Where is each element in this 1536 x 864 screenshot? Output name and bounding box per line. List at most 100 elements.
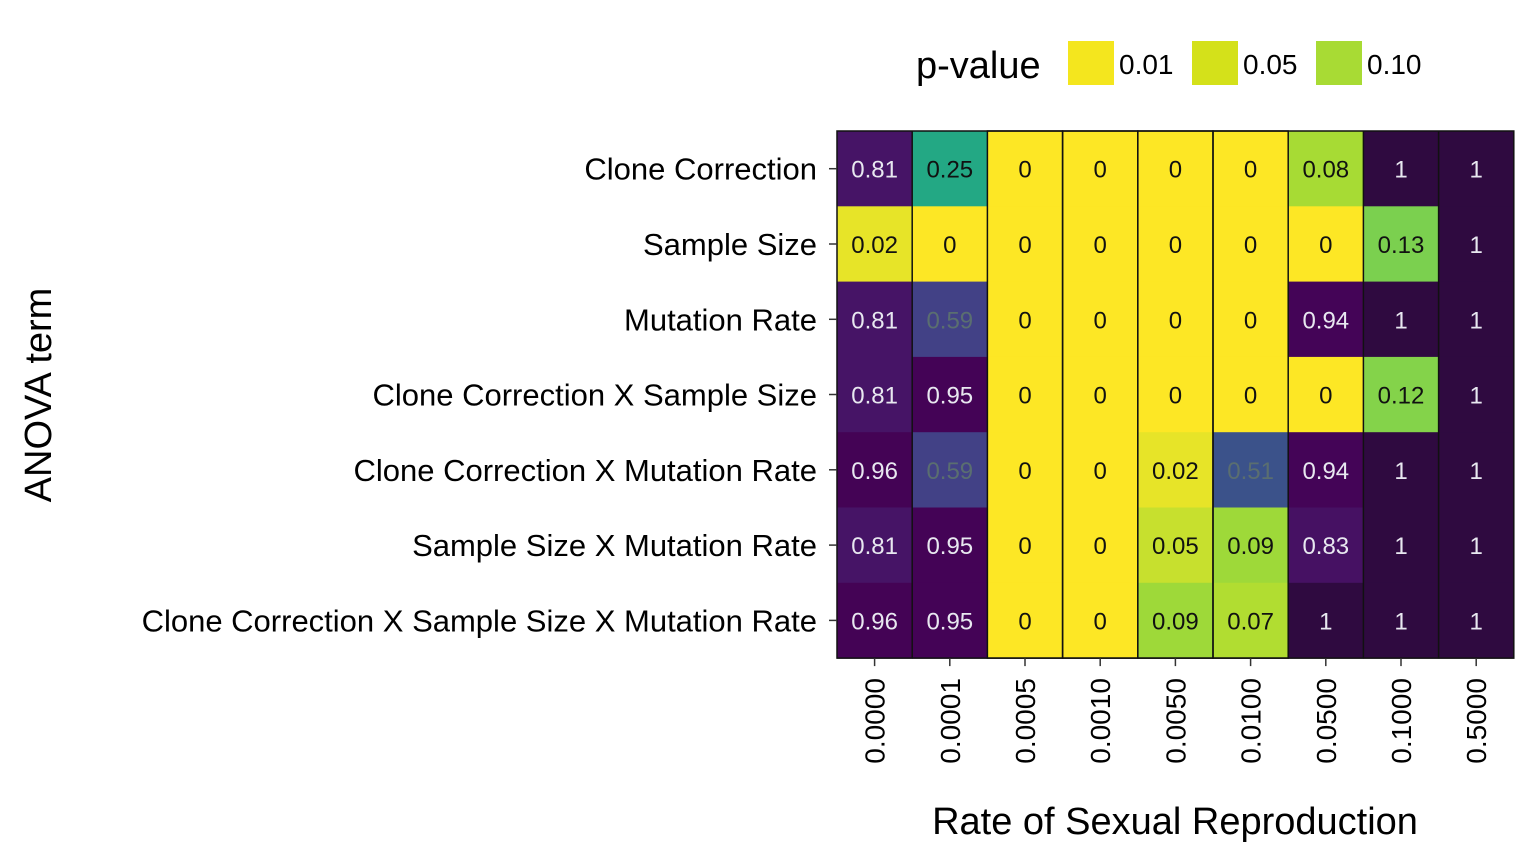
cell-value-label: 0 (1319, 232, 1332, 259)
heatmap-cell (1363, 432, 1440, 509)
cell-value-label: 0 (1018, 383, 1031, 410)
heatmap-cell (1363, 206, 1440, 283)
cell-value-label: 0 (1244, 307, 1257, 334)
heatmap-cell (987, 432, 1064, 509)
y-tick-label: Sample Size X Mutation Rate (412, 528, 817, 563)
heatmap-cell (987, 131, 1064, 207)
heatmap-cell (1137, 582, 1214, 659)
heatmap-cell (837, 507, 913, 584)
heatmap-cell (837, 432, 913, 509)
x-tick-label: 0.0001 (935, 678, 966, 764)
heatmap-cell (1288, 432, 1364, 509)
heatmap-cell (1062, 582, 1139, 659)
heatmap-cell (987, 281, 1064, 358)
cell-value-label: 1 (1470, 307, 1483, 334)
cell-value-label: 0 (1244, 157, 1257, 184)
heatmap-cell (1363, 507, 1440, 584)
cell-value-label: 1 (1470, 608, 1483, 635)
cell-value-label: 1 (1319, 608, 1332, 635)
heatmap-cell (1438, 507, 1515, 584)
legend: p-value 0.01 0.05 0.10 (916, 41, 1422, 87)
cell-value-label: 0 (1169, 232, 1182, 259)
heatmap-cell (987, 582, 1064, 659)
cell-value-label: 0 (1018, 157, 1031, 184)
heatmap-cells (837, 131, 1515, 659)
heatmap-cell (912, 281, 988, 358)
cell-value-label: 0 (1094, 383, 1107, 410)
cell-value-label: 1 (1470, 232, 1483, 259)
y-tick-label: Clone Correction X Mutation Rate (353, 453, 817, 488)
x-tick-label: 0.0100 (1236, 678, 1267, 764)
legend-swatch-0 (1068, 41, 1114, 85)
heatmap-cell (1137, 281, 1214, 358)
heatmap-cell (1213, 432, 1289, 509)
heatmap-cell (1438, 582, 1515, 659)
heatmap-cell (1062, 131, 1139, 207)
cell-value-label: 1 (1394, 458, 1407, 485)
cell-value-label: 0.95 (926, 533, 973, 560)
heatmap-cell (1288, 281, 1364, 358)
heatmap-cell (1438, 281, 1515, 358)
heatmap-cell (1137, 206, 1214, 283)
y-tick-label: Clone Correction X Sample Size X Mutatio… (142, 603, 817, 638)
x-tick-label: 0.0010 (1085, 678, 1116, 764)
heatmap-cell (912, 131, 988, 207)
cell-value-label: 0.02 (851, 232, 898, 259)
y-tick-label: Sample Size (643, 227, 817, 262)
cell-value-label: 0 (1244, 232, 1257, 259)
heatmap-cell (1288, 131, 1364, 207)
heatmap-cell (1213, 131, 1289, 207)
heatmap-cell (1137, 507, 1214, 584)
heatmap-cell (1213, 356, 1289, 433)
heatmap-cell (1213, 281, 1289, 358)
heatmap-cell (1288, 582, 1364, 659)
cell-value-label: 0 (1169, 383, 1182, 410)
cell-value-label: 0.81 (851, 533, 898, 560)
y-tick-label: Mutation Rate (624, 302, 817, 337)
cell-value-label: 0 (1018, 307, 1031, 334)
heatmap-cell (1062, 356, 1139, 433)
y-axis: Clone Correction Sample Size Mutation Rate… (142, 152, 837, 638)
cell-value-label: 1 (1394, 533, 1407, 560)
x-tick-label: 0.1000 (1386, 678, 1417, 764)
heatmap-cell (1062, 432, 1139, 509)
cell-value-label: 1 (1394, 157, 1407, 184)
cell-value-label: 1 (1470, 458, 1483, 485)
cell-value-label: 0.02 (1152, 458, 1199, 485)
cell-value-label: 0.81 (851, 157, 898, 184)
heatmap-cell (1363, 281, 1440, 358)
cell-value-label: 0 (1094, 157, 1107, 184)
legend-swatch-2 (1316, 41, 1362, 85)
heatmap-cell (1137, 131, 1214, 207)
cell-value-label: 0.95 (926, 608, 973, 635)
heatmap-cell (1438, 131, 1515, 207)
heatmap-cell (1137, 432, 1214, 509)
cell-value-label: 0.08 (1302, 157, 1349, 184)
cell-value-label: 0.05 (1152, 533, 1199, 560)
cell-value-label: 0.94 (1302, 458, 1349, 485)
cell-value-label: 0 (1018, 232, 1031, 259)
cell-value-label: 1 (1394, 307, 1407, 334)
x-tick-label: 0.0000 (860, 678, 891, 764)
cell-value-label: 0.95 (926, 383, 973, 410)
cell-value-label: 0 (1169, 307, 1182, 334)
y-tick-label: Clone Correction X Sample Size (372, 378, 817, 413)
heatmap-cell (1438, 206, 1515, 283)
legend-title: p-value (916, 45, 1041, 87)
cell-value-label: 1 (1470, 533, 1483, 560)
legend-label-1: 0.05 (1243, 49, 1298, 80)
cell-value-label: 0 (943, 232, 956, 259)
y-tick-label: Clone Correction (584, 152, 817, 187)
heatmap-cell (837, 582, 913, 659)
cell-value-label: 0 (1094, 307, 1107, 334)
heatmap-cell (1288, 206, 1364, 283)
heatmap-cell (1363, 582, 1440, 659)
x-axis-title: Rate of Sexual Reproduction (932, 801, 1418, 843)
cell-value-label: 1 (1470, 157, 1483, 184)
cell-value-label: 0 (1094, 533, 1107, 560)
cell-value-label: 0 (1094, 608, 1107, 635)
cell-value-label: 0 (1018, 608, 1031, 635)
cell-value-label: 0.94 (1302, 307, 1349, 334)
heatmap-cell (987, 507, 1064, 584)
